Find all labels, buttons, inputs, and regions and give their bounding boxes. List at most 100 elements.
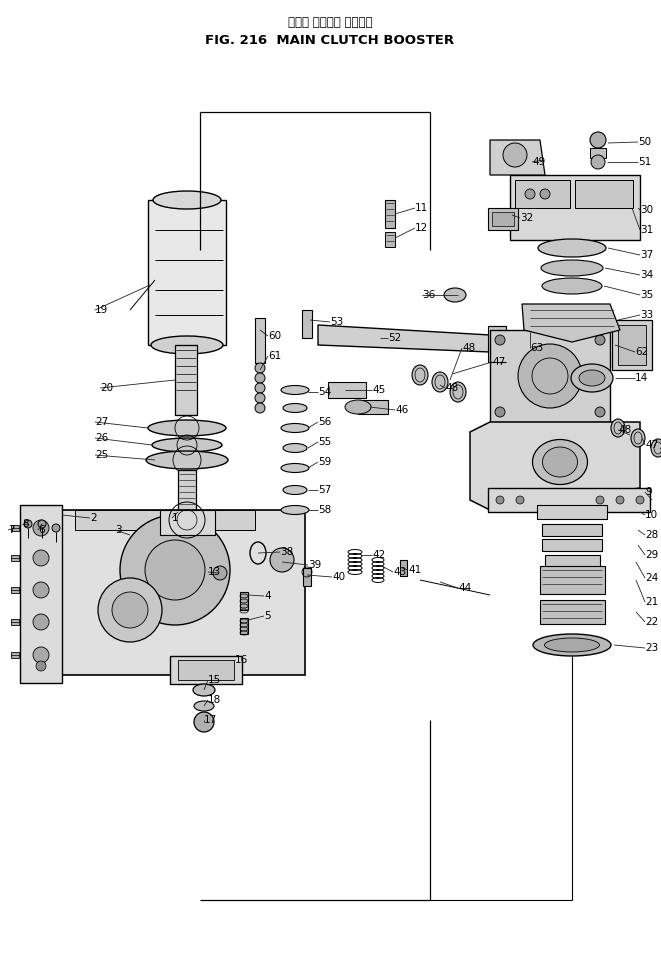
Ellipse shape [538,239,606,257]
Text: 57: 57 [318,485,331,495]
Ellipse shape [579,370,605,386]
Circle shape [503,143,527,167]
Circle shape [496,496,504,504]
Ellipse shape [283,443,307,453]
Circle shape [525,189,535,199]
Text: 62: 62 [635,347,648,357]
Bar [575,180,633,208]
Bar [11,555,19,561]
Circle shape [255,393,265,403]
Text: 48: 48 [618,425,631,435]
Text: 37: 37 [640,250,653,260]
Text: 28: 28 [645,530,658,540]
Bar [358,400,388,414]
Text: 29: 29 [645,550,658,560]
Ellipse shape [631,429,645,447]
Ellipse shape [651,439,661,457]
Bar [255,318,265,363]
Circle shape [270,548,294,572]
Ellipse shape [194,701,214,711]
Text: 27: 27 [95,417,108,427]
Text: 61: 61 [268,351,281,361]
Bar [612,320,652,370]
Text: 2: 2 [90,513,97,523]
Ellipse shape [153,191,221,209]
Circle shape [518,344,582,408]
Circle shape [616,496,624,504]
Circle shape [636,496,644,504]
Bar [618,325,646,365]
Text: 58: 58 [318,505,331,515]
Text: 63: 63 [530,343,543,353]
Text: メイン クラッチ ブースタ: メイン クラッチ ブースタ [288,16,372,28]
Bar [545,555,600,569]
Bar [490,330,610,422]
Text: 59: 59 [318,457,331,467]
Ellipse shape [571,364,613,392]
Text: 18: 18 [208,695,221,705]
Circle shape [595,407,605,417]
Ellipse shape [146,451,228,469]
Text: 8: 8 [22,519,28,529]
Bar [11,587,19,593]
Circle shape [255,373,265,383]
Ellipse shape [281,506,309,514]
Text: 46: 46 [395,405,408,415]
Text: 48: 48 [462,343,475,353]
Circle shape [52,524,60,532]
Bar [11,619,19,625]
Circle shape [194,712,214,732]
Text: 40: 40 [332,572,345,582]
Circle shape [33,520,49,536]
Bar [492,212,514,226]
Text: 20: 20 [100,383,113,393]
Ellipse shape [533,634,611,656]
Bar [302,310,312,338]
Circle shape [495,407,505,417]
Text: 49: 49 [532,157,545,167]
Circle shape [516,496,524,504]
Text: 4: 4 [264,591,270,601]
Bar [385,200,395,228]
Bar [590,148,606,158]
Bar [11,525,19,531]
Circle shape [255,383,265,393]
Text: 44: 44 [458,583,471,593]
Ellipse shape [541,260,603,276]
Ellipse shape [412,365,428,385]
Bar [488,208,518,230]
Text: 31: 31 [640,225,653,235]
Ellipse shape [611,419,625,437]
Text: 38: 38 [280,547,293,557]
Circle shape [145,540,205,600]
Bar [488,488,650,512]
Text: 42: 42 [372,550,385,560]
Ellipse shape [151,336,223,354]
Bar [537,505,607,519]
Bar [20,505,62,683]
Ellipse shape [281,386,309,394]
Text: 54: 54 [318,387,331,397]
Bar [510,175,640,240]
Ellipse shape [432,372,448,392]
Circle shape [120,515,230,625]
Text: 12: 12 [415,223,428,233]
Bar [60,510,305,675]
Text: 26: 26 [95,433,108,443]
Bar [175,345,197,415]
Bar [303,568,311,586]
Ellipse shape [450,382,466,402]
Text: 43: 43 [393,567,407,577]
Text: 3: 3 [115,525,122,535]
Circle shape [596,496,604,504]
Text: 15: 15 [208,675,221,685]
Circle shape [33,582,49,598]
Ellipse shape [545,638,600,652]
Text: 24: 24 [645,573,658,583]
Text: 14: 14 [635,373,648,383]
Circle shape [591,155,605,169]
Bar [540,566,605,594]
Text: 47: 47 [492,357,505,367]
Circle shape [590,132,606,148]
Ellipse shape [193,684,215,696]
